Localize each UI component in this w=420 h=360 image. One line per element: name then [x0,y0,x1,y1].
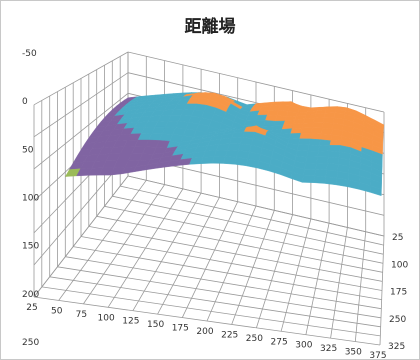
floor-grid-y-50 [120,185,384,246]
y-tick-label: 250 [389,315,406,325]
x-tick-label: 350 [345,348,362,358]
surface-patch [227,143,241,151]
surface-patch [279,101,292,106]
z-tick-label: 250 [22,338,39,348]
x-tick-label: 300 [295,341,312,351]
surface-patch [314,112,326,119]
floor-grid-y-175 [80,236,383,291]
surface-patch [306,150,319,158]
surface-patch [307,144,320,152]
x-tick-label: 200 [196,327,213,337]
x-tick-label: 325 [320,344,337,354]
surface-patch [329,139,342,146]
surface-patch [289,132,302,140]
y-tick-label: 325 [388,342,405,352]
surface-patch [213,149,228,157]
surface-patch [234,157,248,167]
y-tick-label: 25 [392,233,403,243]
surface-patch [328,150,340,159]
left-wall-grid-z-0 [33,72,129,138]
x-tick-label: 375 [369,351,386,360]
surface-patch [308,138,321,146]
floor-grid-y-200 [73,246,382,300]
surface-patch [369,185,382,197]
floor-grid-y-225 [65,256,382,310]
surface-patch [290,127,303,134]
back-wall-grid-z-250 [127,175,385,237]
x-tick-label: 50 [51,306,63,316]
z-tick-label: 50 [22,145,34,155]
y-tick-label: 100 [391,260,408,270]
surface-patch [325,108,337,114]
floor-grid-y-125 [96,215,383,273]
surface-patch [314,169,327,177]
left-wall-grid-z-250 [33,175,129,298]
floor-grid-y-275 [49,276,381,328]
surface-patch [300,127,313,134]
surface-patch [229,137,243,145]
surface-patch [253,120,266,127]
left-wall-grid-z--50 [33,51,129,106]
surface-patch [313,117,325,123]
surface-patch [324,112,336,119]
surface-patch [265,114,278,122]
floor-grid-y-150 [88,226,383,282]
surface-layer [64,92,385,197]
surface-patch [324,176,338,186]
chart-title: 距離場 [184,17,236,37]
x-tick-label: 25 [26,303,37,313]
surface-patch [318,145,331,152]
surface-patch [328,145,341,152]
z-tick-label: 100 [22,194,39,204]
x-tick-label: 250 [246,334,263,344]
x-tick-label: 150 [147,320,164,330]
x-tick-label: 75 [76,310,87,320]
surface-patch [298,138,311,146]
z-tick-label: 200 [22,290,39,300]
z-tick-label: -50 [22,49,37,59]
x-tick-label: 275 [271,337,288,347]
surface-patch [303,117,315,124]
surface-patch [225,149,239,158]
tick-layer: 25 50 75 100 125 150 175 200 225 250 275 300 325 350 3… [22,49,408,360]
grid-layer [33,51,385,346]
x-tick-label: 175 [172,324,189,334]
surface-patch [296,144,310,152]
surface-patch [323,117,335,124]
surface-patch [309,132,322,140]
surface-patch [319,139,332,146]
surface-patch [291,122,304,129]
surface-patch [301,122,314,129]
floor-grid-y-325 [33,296,381,346]
surface-patch [268,104,281,111]
surface-patch [310,127,323,134]
surface-patch [304,162,317,170]
surface-patch [315,162,328,171]
surface-patch [223,156,237,165]
x-tick-label: 125 [122,317,139,327]
surface-patch [302,175,315,183]
surface-patch [303,169,316,177]
surface-patch [299,132,312,140]
surface-patch [316,156,329,164]
z-tick-label: 150 [22,242,39,252]
x-tick-label: 225 [221,330,238,340]
x-tick-label: 100 [98,313,115,323]
surface-patch [305,156,318,164]
surface-patch [211,156,226,164]
y-tick-label: 175 [390,288,407,298]
floor-grid-y-250 [57,266,382,319]
surface-patch [317,150,330,158]
surface-patch [312,122,324,129]
z-tick-label: 0 [22,97,28,107]
left-wall-grid-z-50 [33,92,129,170]
surface-patch [313,175,326,184]
back-wall-grid-z--50 [127,51,385,113]
surface-patch [266,109,279,116]
surface-patch [263,120,276,127]
floor-grid-y-100 [104,205,384,264]
floor-grid-y-300 [41,286,381,337]
floor-grid-y-75 [112,195,384,255]
